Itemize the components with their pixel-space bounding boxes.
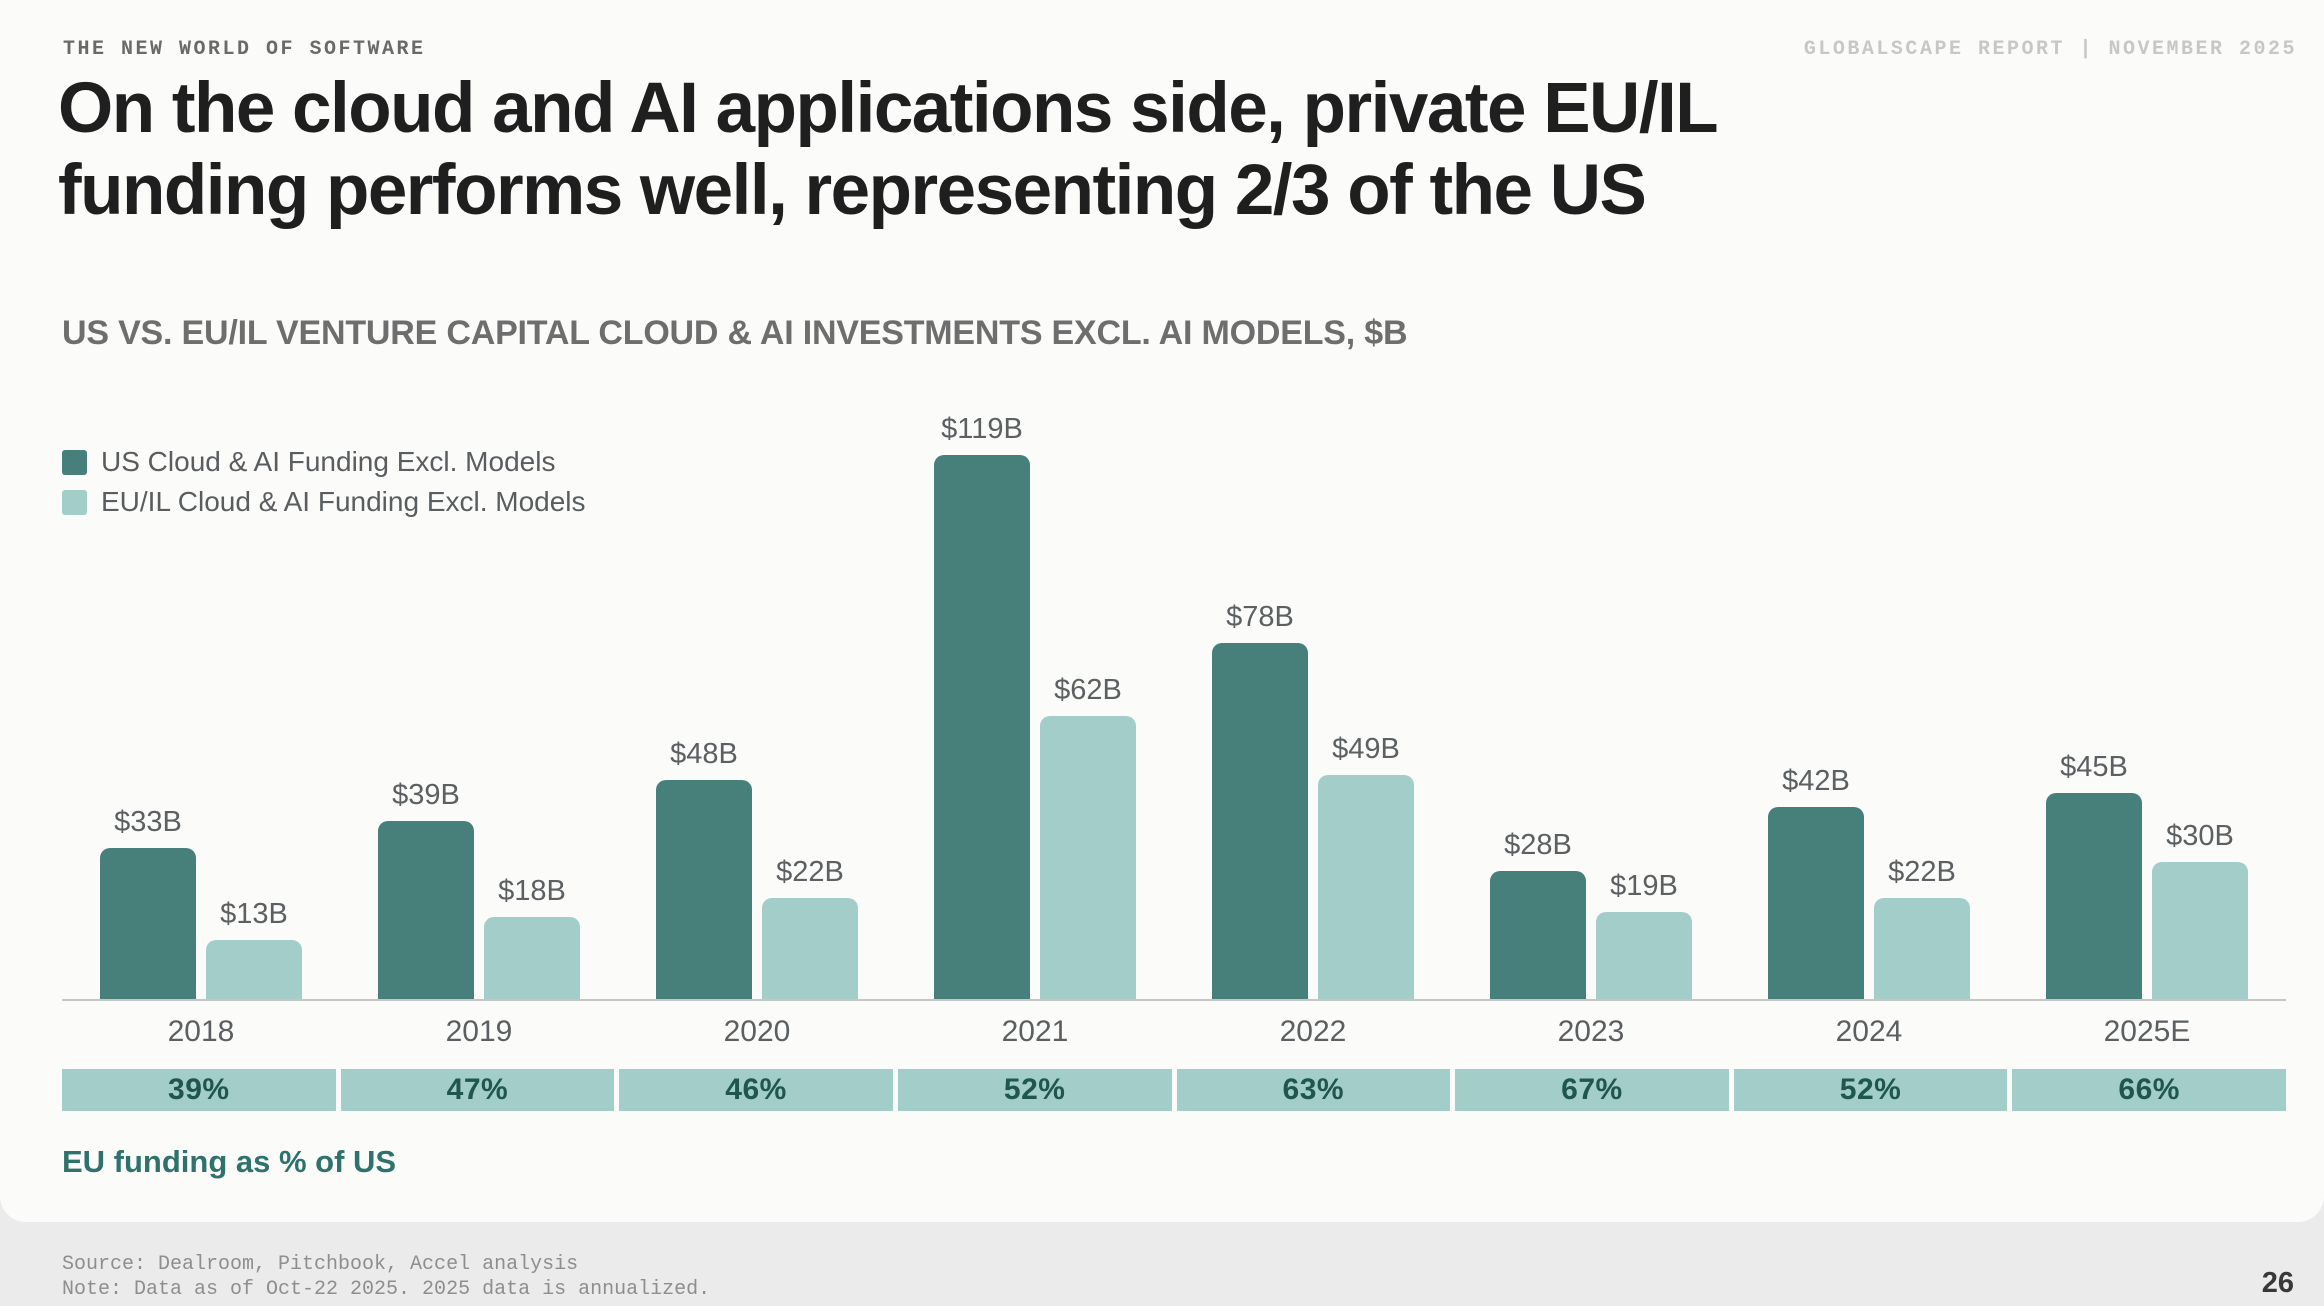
x-axis-label: 2022: [1279, 1015, 1347, 1048]
eyebrow-kicker: THE NEW WORLD OF SOFTWARE: [63, 38, 426, 61]
eu-bar-wrap: $49B: [1318, 733, 1414, 999]
us-bar-wrap: $48B: [656, 738, 752, 999]
bar-value-label: $28B: [1504, 829, 1572, 861]
us-bar-wrap: $28B: [1490, 829, 1586, 999]
eu-bar-wrap: $18B: [484, 875, 580, 999]
slide-title-line2: funding performs well, representing 2/3 …: [58, 151, 1647, 231]
x-axis-label: 2018: [167, 1015, 235, 1048]
eu-bar-wrap: $13B: [206, 898, 302, 999]
bar-group-2025E: $45B $30B: [2008, 412, 2286, 999]
us-bar: [1768, 807, 1864, 999]
bar-value-label: $45B: [2060, 751, 2128, 783]
us-bar: [100, 848, 196, 999]
bar-value-label: $22B: [776, 856, 844, 888]
us-bar: [378, 821, 474, 999]
bar-value-label: $39B: [392, 779, 460, 811]
source-line: Source: Dealroom, Pitchbook, Accel analy…: [62, 1253, 579, 1276]
x-axis-label: 2023: [1557, 1015, 1625, 1048]
chart-plot-area: $33B $13B $39B $18B $48B $22B $119B $62B $78B $49…: [62, 412, 2286, 999]
x-axis-label: 2019: [445, 1015, 513, 1048]
bar-group-2024: $42B $22B: [1730, 412, 2008, 999]
eu-bar-wrap: $30B: [2152, 820, 2248, 999]
page-number: 26: [2261, 1267, 2294, 1299]
bar-value-label: $48B: [670, 738, 738, 770]
us-bar: [2046, 793, 2142, 999]
eu-series-label: EU/IL Cloud & AI Funding Excl. Models: [101, 486, 586, 517]
bar-group-2019: $39B $18B: [340, 412, 618, 999]
bar-value-label: $13B: [220, 898, 288, 930]
bar-group-2020: $48B $22B: [618, 412, 896, 999]
bar-value-label: $33B: [114, 806, 182, 838]
bar-value-label: $19B: [1610, 870, 1678, 902]
slide-card: THE NEW WORLD OF SOFTWARE GLOBALSCAPE RE…: [0, 0, 2324, 1222]
bar-value-label: $22B: [1888, 856, 1956, 888]
slide-title-line1: On the cloud and AI applications side, p…: [58, 69, 1719, 148]
percent-cell: 67%: [1455, 1069, 1729, 1111]
eu-bar-wrap: $19B: [1596, 870, 1692, 999]
slide-title: On the cloud and AI applications side, p…: [58, 68, 2278, 233]
percent-cell: 47%: [340, 1069, 615, 1111]
report-tag: GLOBALSCAPE REPORT | NOVEMBER 2025: [1803, 38, 2297, 61]
bar-value-label: $78B: [1226, 601, 1294, 633]
bar-value-label: $30B: [2166, 820, 2234, 852]
percent-band-caption: EU funding as % of US: [62, 1144, 397, 1179]
legend-item-us: US Cloud & AI Funding Excl. Models: [62, 446, 586, 478]
eu-bar: [206, 940, 302, 999]
x-axis-label: 2025E: [2103, 1015, 2191, 1048]
x-axis-line: [62, 999, 2286, 1001]
x-axis-label: 2021: [1001, 1015, 1069, 1048]
percent-cell: 39%: [62, 1069, 336, 1111]
bar-chart: $33B $13B $39B $18B $48B $22B $119B $62B $78B $49…: [62, 412, 2286, 1001]
eu-bar: [762, 898, 858, 999]
eu-bar-wrap: $62B: [1040, 674, 1136, 999]
percent-cell: 52%: [897, 1069, 1172, 1111]
eu-bar-wrap: $22B: [762, 856, 858, 999]
eu-bar: [2152, 862, 2248, 999]
eu-bar-wrap: $22B: [1874, 856, 1970, 999]
bar-group-2021: $119B $62B: [896, 412, 1174, 999]
us-series-swatch: [62, 449, 87, 475]
bar-value-label: $18B: [498, 875, 566, 907]
eu-bar: [1874, 898, 1970, 999]
us-bar: [934, 455, 1030, 999]
us-bar-wrap: $39B: [378, 779, 474, 999]
bar-value-label: $42B: [1782, 765, 1850, 797]
us-bar-wrap: $119B: [934, 413, 1030, 999]
bar-value-label: $62B: [1054, 674, 1122, 706]
chart-subtitle: US VS. EU/IL VENTURE CAPITAL CLOUD & AI …: [62, 314, 1408, 352]
note-line: Note: Data as of Oct-22 2025. 2025 data …: [62, 1278, 711, 1301]
bar-value-label: $49B: [1332, 733, 1400, 765]
percent-cell: 66%: [2012, 1069, 2286, 1111]
percent-cell: 63%: [1176, 1069, 1451, 1111]
us-bar: [1212, 643, 1308, 999]
bar-value-label: $119B: [941, 413, 1023, 445]
footer: Source: Dealroom, Pitchbook, Accel analy…: [0, 1222, 2324, 1306]
us-bar-wrap: $42B: [1768, 765, 1864, 999]
x-axis-label: 2024: [1835, 1015, 1903, 1048]
legend-item-eu: EU/IL Cloud & AI Funding Excl. Models: [62, 486, 586, 518]
eu-series-swatch: [62, 489, 87, 515]
us-bar-wrap: $78B: [1212, 601, 1308, 999]
eu-bar: [1318, 775, 1414, 999]
us-bar-wrap: $45B: [2046, 751, 2142, 999]
bar-group-2023: $28B $19B: [1452, 412, 1730, 999]
source-note: Source: Dealroom, Pitchbook, Accel analy…: [62, 1252, 710, 1302]
bar-group-2018: $33B $13B: [62, 412, 340, 999]
eu-bar: [484, 917, 580, 999]
x-axis-labels: 2018 2019 2020 2021 2022 2023 2024 2025E: [62, 1015, 2286, 1049]
x-axis-label: 2020: [723, 1015, 791, 1048]
percent-cell: 46%: [619, 1069, 893, 1111]
us-series-label: US Cloud & AI Funding Excl. Models: [101, 446, 556, 477]
eu-bar: [1596, 912, 1692, 999]
percent-cell: 52%: [1733, 1069, 2008, 1111]
us-bar-wrap: $33B: [100, 806, 196, 999]
chart-legend: US Cloud & AI Funding Excl. Models EU/IL…: [62, 446, 586, 518]
us-bar: [656, 780, 752, 999]
percent-band: 39% 47% 46% 52% 63% 67% 52% 66%: [62, 1069, 2286, 1111]
eu-bar: [1040, 716, 1136, 999]
bar-group-2022: $78B $49B: [1174, 412, 1452, 999]
us-bar: [1490, 871, 1586, 999]
